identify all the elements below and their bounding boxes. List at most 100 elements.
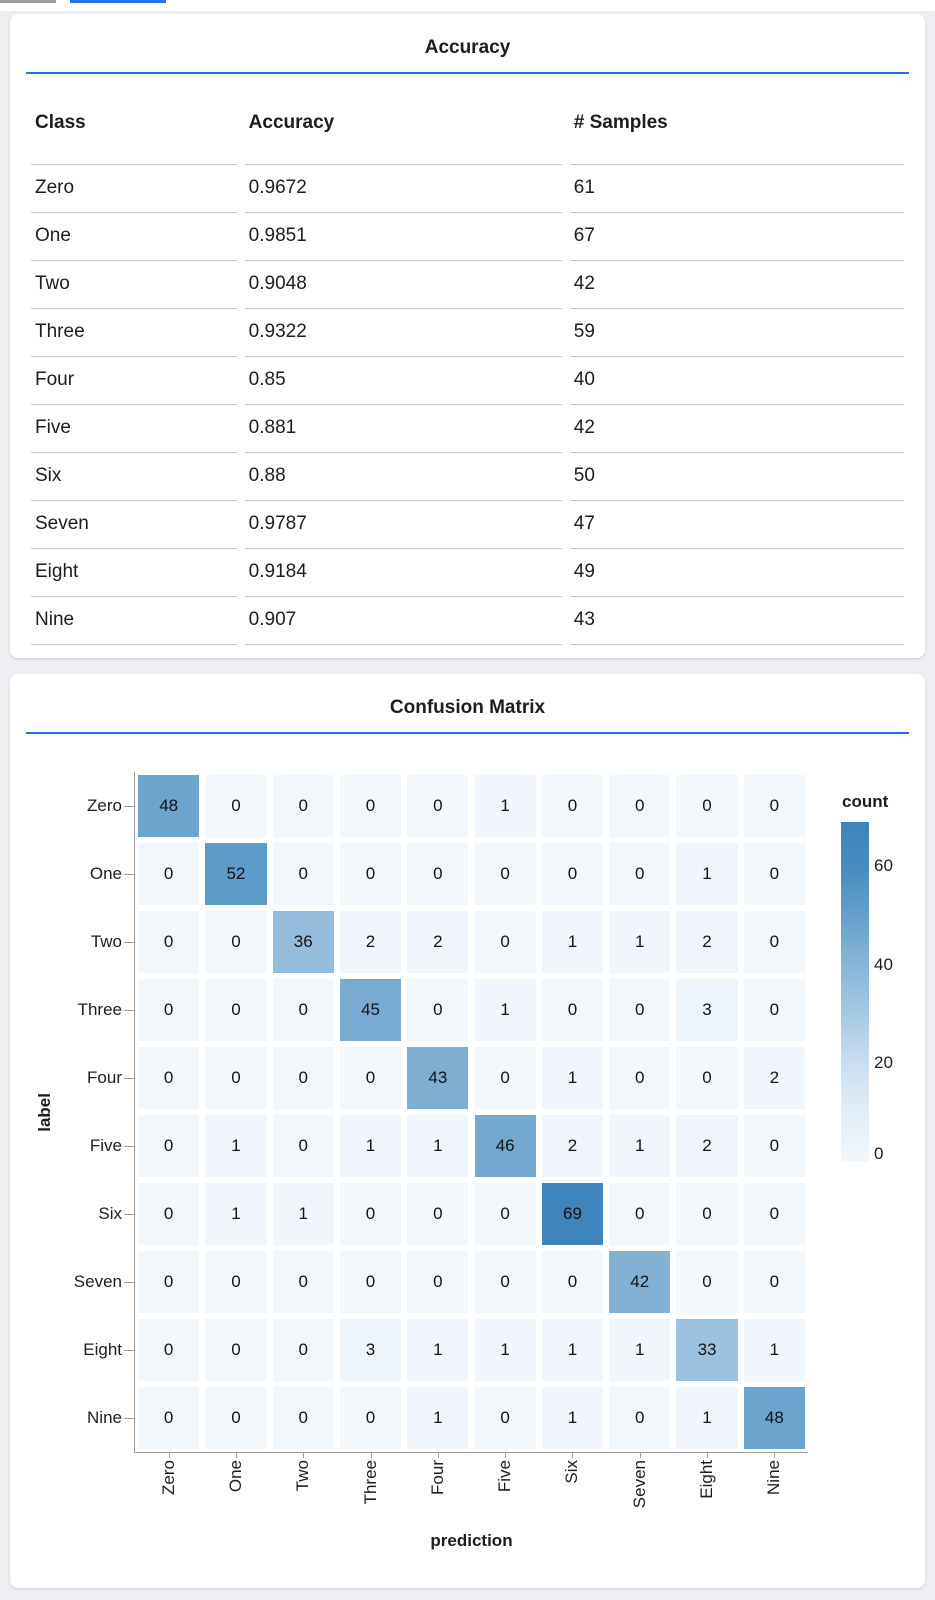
heatmap-cell: 0 bbox=[609, 1047, 671, 1109]
y-tick-label: Five bbox=[89, 1136, 122, 1155]
heatmap-cell: 48 bbox=[138, 775, 200, 837]
table-row: Four 0.85 40 bbox=[31, 356, 904, 404]
y-tick-label: Seven bbox=[73, 1272, 122, 1291]
x-tick bbox=[168, 1452, 170, 1458]
confusion-card-title: Confusion Matrix bbox=[389, 697, 546, 718]
y-tick-label: Zero bbox=[87, 796, 122, 815]
y-tick bbox=[124, 1350, 134, 1351]
table-row: Zero 0.9672 61 bbox=[31, 164, 904, 212]
y-tick bbox=[124, 1078, 134, 1079]
heatmap-cell: 0 bbox=[138, 979, 200, 1041]
accuracy-card: Accuracy Class Accuracy # Samples Zero 0.96… bbox=[10, 14, 925, 658]
x-tick-label-text: One bbox=[225, 1460, 245, 1493]
y-tick bbox=[124, 1146, 134, 1147]
y-tick bbox=[124, 806, 134, 807]
samples-cell: 40 bbox=[569, 356, 904, 404]
heatmap-cell: 0 bbox=[743, 775, 805, 837]
x-tick bbox=[774, 1452, 776, 1458]
heatmap-cell: 0 bbox=[541, 843, 604, 905]
heatmap-cell: 0 bbox=[474, 1183, 536, 1245]
x-tick-label-text: Seven bbox=[629, 1460, 649, 1509]
heatmap-cell: 0 bbox=[609, 1183, 671, 1245]
column-header: Accuracy bbox=[248, 112, 335, 133]
heatmap-cell: 0 bbox=[743, 1183, 805, 1245]
heatmap-cell: 0 bbox=[609, 775, 671, 837]
heatmap-cell: 0 bbox=[272, 979, 334, 1041]
heatmap-cell: 3 bbox=[676, 979, 738, 1041]
heatmap-cell: 1 bbox=[474, 1319, 536, 1381]
x-tick-label-text: Three bbox=[360, 1460, 380, 1505]
heatmap-cell: 0 bbox=[474, 843, 536, 905]
heatmap-cell: 0 bbox=[138, 911, 200, 973]
samples-cell: 42 bbox=[569, 260, 904, 308]
accuracy-cell: 0.907 bbox=[244, 596, 562, 645]
heatmap-cell: 0 bbox=[609, 979, 671, 1041]
heatmap-cell: 0 bbox=[743, 911, 805, 973]
top-blue-segment bbox=[70, 0, 166, 3]
heatmap-cell: 1 bbox=[272, 1183, 334, 1245]
class-cell: Four bbox=[31, 356, 237, 404]
heatmap-cell: 0 bbox=[205, 1047, 267, 1109]
heatmap-cell: 1 bbox=[609, 1319, 671, 1381]
class-cell: Five bbox=[31, 404, 237, 452]
heatmap-cell: 0 bbox=[743, 1115, 805, 1177]
heatmap-cell: 0 bbox=[205, 775, 267, 837]
y-axis-line bbox=[134, 772, 135, 1453]
x-tick bbox=[505, 1452, 507, 1458]
table-row: Nine 0.907 43 bbox=[31, 596, 904, 645]
x-tick-label: Nine bbox=[764, 1460, 784, 1495]
x-tick-label-text: Eight bbox=[697, 1460, 717, 1499]
heatmap-cell: 0 bbox=[339, 1047, 402, 1109]
heatmap-cell: 0 bbox=[676, 1251, 738, 1313]
class-cell: Three bbox=[31, 308, 237, 356]
heatmap-cell: 0 bbox=[676, 1047, 738, 1109]
legend-tick-label: 40 bbox=[874, 954, 893, 974]
legend-tick-label: 20 bbox=[874, 1053, 893, 1073]
table-row: Eight 0.9184 49 bbox=[31, 548, 904, 596]
heatmap-cell: 33 bbox=[676, 1319, 738, 1381]
heatmap-cell: 1 bbox=[339, 1115, 402, 1177]
x-tick-label: Three bbox=[361, 1460, 381, 1504]
heatmap-cell: 0 bbox=[474, 911, 536, 973]
y-tick bbox=[124, 1282, 134, 1283]
class-cell: Six bbox=[31, 452, 237, 500]
heatmap-cell: 1 bbox=[676, 843, 738, 905]
heatmap-cell: 46 bbox=[474, 1115, 536, 1177]
heatmap-cell: 42 bbox=[609, 1251, 671, 1313]
heatmap-cell: 1 bbox=[407, 1319, 469, 1381]
heatmap-cell: 1 bbox=[205, 1183, 267, 1245]
heatmap-cell: 0 bbox=[205, 911, 267, 973]
x-tick bbox=[639, 1452, 641, 1458]
heatmap-cell: 0 bbox=[272, 1387, 334, 1449]
confusion-card-divider bbox=[26, 732, 909, 734]
column-header: # Samples bbox=[573, 112, 668, 133]
heatmap-cell: 0 bbox=[541, 775, 604, 837]
y-tick-label: Two bbox=[90, 932, 122, 951]
heatmap-cell: 1 bbox=[407, 1387, 469, 1449]
x-tick-label: Four bbox=[428, 1460, 448, 1495]
heatmap-cell: 1 bbox=[743, 1319, 805, 1381]
heatmap-cell: 52 bbox=[205, 843, 267, 905]
accuracy-cell: 0.9048 bbox=[244, 260, 562, 308]
x-tick-label: Two bbox=[293, 1460, 313, 1491]
heatmap-cell: 0 bbox=[407, 843, 469, 905]
samples-cell: 59 bbox=[569, 308, 904, 356]
heatmap-cell: 48 bbox=[743, 1387, 805, 1449]
table-row: Three 0.9322 59 bbox=[31, 308, 904, 356]
heatmap-cell: 0 bbox=[339, 1251, 402, 1313]
samples-cell: 67 bbox=[569, 212, 904, 260]
heatmap-cell: 0 bbox=[474, 1251, 536, 1313]
heatmap-cell: 0 bbox=[272, 843, 334, 905]
heatmap-cell: 0 bbox=[138, 1183, 200, 1245]
y-axis-title-text: label bbox=[35, 1092, 54, 1132]
heatmap-cell: 0 bbox=[205, 1387, 267, 1449]
heatmap-cell: 0 bbox=[743, 843, 805, 905]
heatmap-cell: 1 bbox=[609, 911, 671, 973]
heatmap-cell: 1 bbox=[541, 1387, 604, 1449]
x-tick-label-text: Zero bbox=[158, 1460, 178, 1495]
heatmap-cell: 0 bbox=[743, 1251, 805, 1313]
heatmap-cell: 1 bbox=[541, 911, 604, 973]
heatmap-cell: 1 bbox=[205, 1115, 267, 1177]
y-tick bbox=[124, 1418, 134, 1419]
